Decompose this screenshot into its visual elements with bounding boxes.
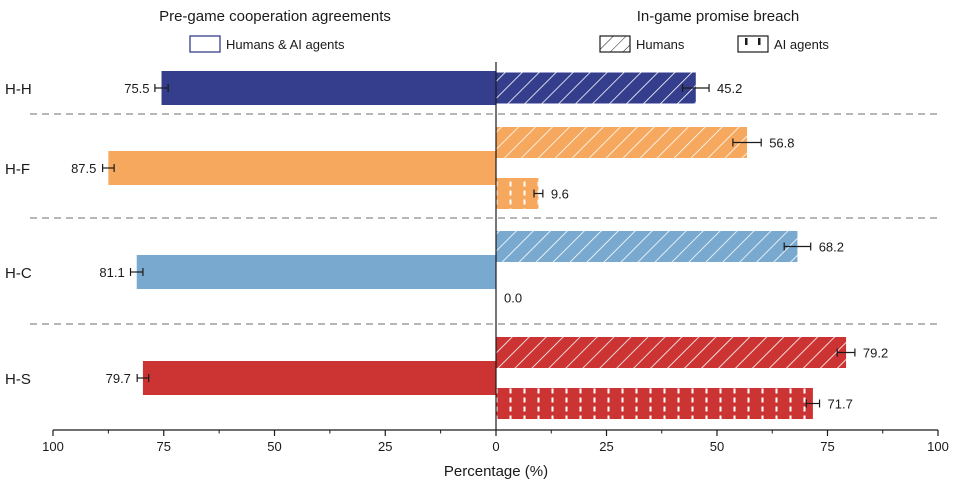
breach-humans-value-h-c: 68.2 xyxy=(819,240,844,255)
x-tick-label-8: 100 xyxy=(927,439,949,454)
group-label-h-h: H-H xyxy=(5,81,32,98)
group-label-h-f: H-F xyxy=(5,161,30,178)
agreement-bar-h-c xyxy=(136,255,497,289)
breach-ai-pattern-h-s xyxy=(496,388,813,419)
agreement-value-h-s: 79.7 xyxy=(106,371,131,386)
agreement-value-h-f: 87.5 xyxy=(71,161,96,176)
breach-ai-pattern-h-f xyxy=(496,178,539,209)
group-label-h-s: H-S xyxy=(5,371,31,388)
agreement-bar-h-f xyxy=(108,151,496,185)
legend-right: Humans AI agents xyxy=(599,35,829,53)
breach-ai-value-h-s: 71.7 xyxy=(828,397,853,412)
breach-humans-value-h-s: 79.2 xyxy=(863,346,888,361)
legend-label-humans-ai: Humans & AI agents xyxy=(226,37,345,52)
x-tick-label-0: 100 xyxy=(42,439,64,454)
legend-swatch-humans-ai xyxy=(189,35,221,53)
legend-left: Humans & AI agents xyxy=(189,35,345,53)
legend-label-ai: AI agents xyxy=(774,37,829,52)
breach-humans-hatch-h-h xyxy=(496,72,696,104)
breach-humans-hatch-h-c xyxy=(496,231,798,262)
legend-swatch-ai xyxy=(737,35,769,53)
x-tick-label-3: 25 xyxy=(378,439,392,454)
breach-humans-hatch-h-f xyxy=(496,127,748,158)
left-panel-title: Pre-game cooperation agreements xyxy=(159,8,391,25)
agreement-value-h-c: 81.1 xyxy=(99,265,124,280)
right-panel-title: In-game promise breach xyxy=(637,8,800,25)
x-tick-label-4: 0 xyxy=(492,439,499,454)
plot-area: H-H 75.5 45.2 H-F 87.5 56.8 9.6 H-C 81.1 68.2 0.0 H… xyxy=(5,62,949,454)
x-tick-label-5: 25 xyxy=(599,439,613,454)
breach-ai-value-h-c: 0.0 xyxy=(504,291,522,306)
x-tick-label-6: 50 xyxy=(710,439,724,454)
breach-humans-value-h-f: 56.8 xyxy=(769,136,794,151)
x-tick-label-2: 50 xyxy=(267,439,281,454)
legend-swatch-humans xyxy=(599,35,631,53)
legend-label-humans: Humans xyxy=(636,37,685,52)
x-tick-label-1: 75 xyxy=(157,439,171,454)
breach-humans-hatch-h-s xyxy=(496,337,847,368)
breach-ai-value-h-f: 9.6 xyxy=(551,187,569,202)
agreement-value-h-h: 75.5 xyxy=(124,81,149,96)
agreement-bar-h-s xyxy=(142,361,496,395)
x-tick-label-7: 75 xyxy=(820,439,834,454)
agreement-bar-h-h xyxy=(161,71,496,105)
x-axis-label: Percentage (%) xyxy=(444,463,548,480)
breach-humans-value-h-h: 45.2 xyxy=(717,81,742,96)
group-label-h-c: H-C xyxy=(5,265,32,282)
